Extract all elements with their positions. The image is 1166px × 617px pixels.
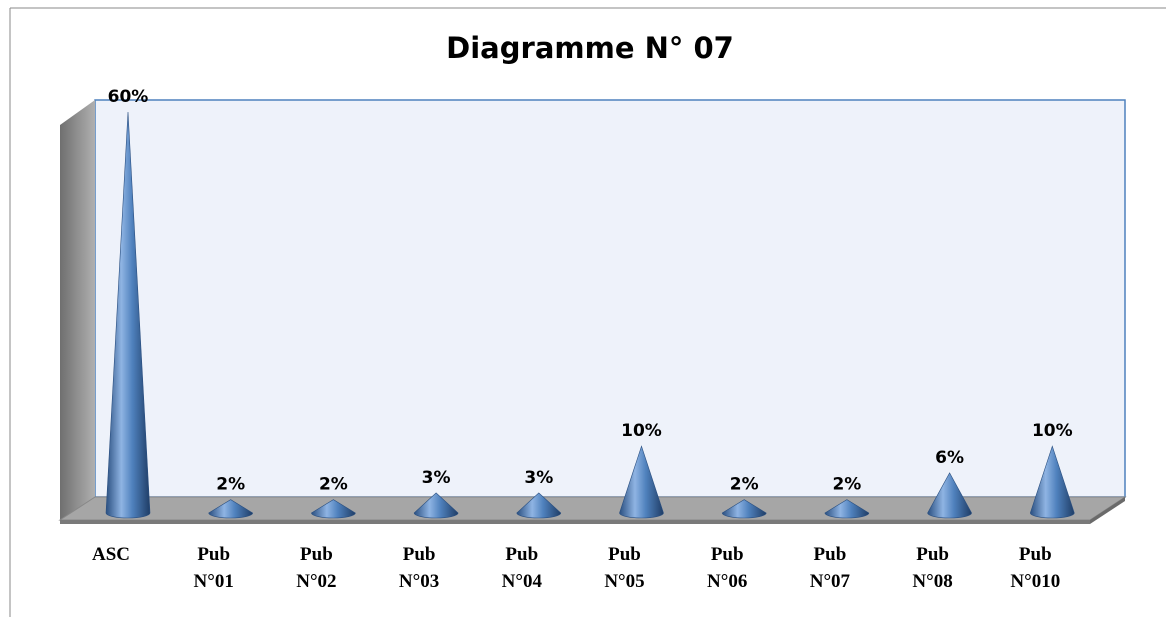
cone xyxy=(1029,445,1075,519)
cone xyxy=(516,492,562,519)
x-tick-label: N°08 xyxy=(912,571,952,592)
floor-edge xyxy=(60,520,1090,524)
cone xyxy=(208,499,254,519)
floor-edge xyxy=(1090,497,1125,524)
data-label: 10% xyxy=(1032,421,1073,441)
x-tick-label: Pub xyxy=(197,544,230,565)
data-label: 6% xyxy=(935,448,964,468)
cone xyxy=(824,499,870,519)
cone xyxy=(721,499,767,519)
cone xyxy=(619,445,664,519)
x-tick-label: N°010 xyxy=(1010,571,1060,592)
x-tick-label: Pub xyxy=(505,544,538,565)
x-tick-label: N°01 xyxy=(194,571,234,592)
cone xyxy=(311,499,356,519)
back-wall xyxy=(94,99,1126,498)
side-wall xyxy=(60,100,95,520)
x-tick-label: N°06 xyxy=(707,571,747,592)
x-tick-label: Pub xyxy=(814,544,847,565)
data-label: 2% xyxy=(319,475,348,495)
data-label: 2% xyxy=(832,475,861,495)
data-label: 3% xyxy=(422,468,451,488)
data-label: 2% xyxy=(730,475,759,495)
x-tick-label: N°07 xyxy=(810,571,851,592)
x-tick-label: Pub xyxy=(403,544,436,565)
x-tick-label: N°05 xyxy=(604,571,644,592)
cone xyxy=(927,472,972,519)
x-tick-label: N°03 xyxy=(399,571,439,592)
x-tick-label: Pub xyxy=(608,544,641,565)
cone xyxy=(413,492,459,519)
x-tick-label: N°02 xyxy=(296,571,336,592)
chart-title: Diagramme N° 07 xyxy=(446,31,734,65)
data-label: 3% xyxy=(524,468,553,488)
x-tick-label: ASC xyxy=(92,544,130,565)
data-label: 10% xyxy=(621,421,662,441)
x-tick-label: Pub xyxy=(711,544,744,565)
x-tick-label: N°04 xyxy=(502,571,543,592)
x-tick-label: Pub xyxy=(300,544,333,565)
data-label: 60% xyxy=(108,87,149,107)
x-tick-label: Pub xyxy=(1019,544,1052,565)
x-tick-label: Pub xyxy=(916,544,949,565)
data-label: 2% xyxy=(216,475,245,495)
cone xyxy=(105,111,151,519)
